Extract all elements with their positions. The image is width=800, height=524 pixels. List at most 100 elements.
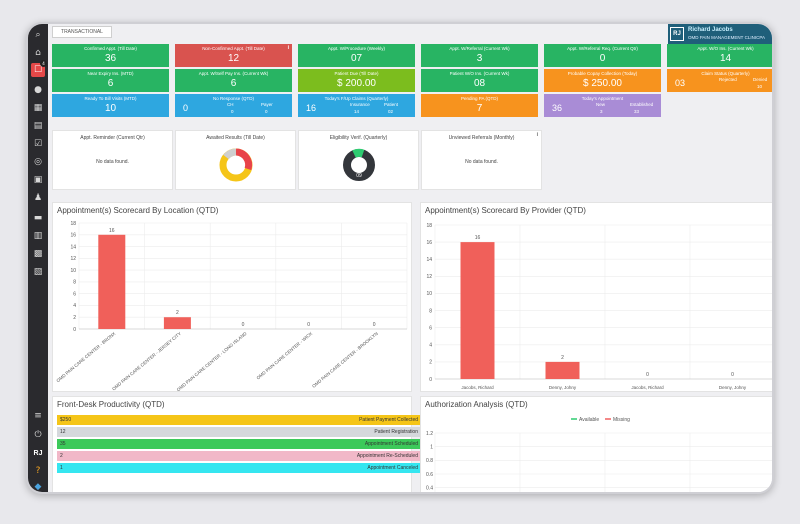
user-name: Richard Jacobs: [688, 27, 733, 33]
tab-transactional[interactable]: TRANSACTIONAL: [52, 26, 112, 38]
tile-title: Confirmed Appt. (Till Date): [84, 46, 137, 51]
y-tick-label: 4: [429, 343, 432, 349]
eligibility-donut: 01 09: [343, 148, 375, 181]
building-icon[interactable]: ▩: [33, 249, 43, 259]
panel-authorization: Authorization Analysis (QTD) 0.4 0.6 0.8 1 1…: [420, 396, 772, 492]
kpi-tile[interactable]: Near Expiry Ins. (MTD) 6: [52, 69, 169, 92]
y-tick-label: 14: [426, 257, 432, 263]
tile-split-label: Established: [630, 102, 654, 107]
y-tick-label: 12: [70, 256, 76, 262]
kpi-tile[interactable]: Appt. W/Self Pay Ins. (Current Wk) 6: [175, 69, 292, 92]
category-label: Denny, Johny: [549, 385, 577, 390]
tile-title: Pending PA (QTD): [461, 96, 498, 101]
y-tick-label: 0.4: [426, 485, 433, 491]
home-icon[interactable]: ⌂: [35, 48, 41, 58]
card-eligibility-verif[interactable]: Eligibility Verif. (Quarterly) 01 09: [298, 130, 419, 190]
tile-title: Today's Appointment: [581, 96, 624, 101]
kpi-tile[interactable]: Today's F/Up Claims (Quarterly) 16 Insuran…: [298, 94, 415, 117]
search-icon[interactable]: ⌕: [35, 30, 41, 40]
tile-split-label: Payer: [261, 102, 273, 107]
kpi-tile[interactable]: Confirmed Appt. (Till Date) 36: [52, 44, 169, 67]
menu-icon[interactable]: ≡: [34, 411, 42, 421]
info-icon[interactable]: i: [536, 132, 538, 138]
data-label: 0: [373, 322, 376, 328]
legend-label: Missing: [613, 417, 630, 423]
kpi-tile[interactable]: Patient Due (Till Date) $ 200.00: [298, 69, 415, 92]
card-icon[interactable]: ▬: [33, 213, 43, 223]
location-bar-chart: 0 2 4 6 8 10 12 14 16 18 16 OMD PAIN CARE CENTER - …: [55, 221, 408, 392]
tile-split-label: CH: [227, 102, 234, 107]
sidebar-user-initials[interactable]: RJ: [33, 450, 43, 457]
kpi-tile[interactable]: No Response (QTD) 0 CH 0 Payer 0: [175, 94, 292, 117]
y-tick-label: 18: [70, 221, 76, 227]
dollar-icon[interactable]: ◎: [34, 157, 42, 167]
panel-title: Front-Desk Productivity (QTD): [57, 400, 165, 409]
bar: [460, 242, 495, 379]
checklist-icon[interactable]: ☑: [33, 139, 43, 149]
frontdesk-label: Appointment Canceled: [367, 465, 418, 471]
info-icon[interactable]: i: [287, 45, 289, 51]
y-tick-label: 6: [429, 325, 432, 331]
tile-value: 16: [306, 103, 317, 113]
y-tick-label: 10: [70, 268, 76, 274]
tile-title: Patient Due (Till Date): [334, 71, 379, 76]
power-icon[interactable]: ⏻: [34, 430, 42, 440]
user-avatar: RJ: [670, 27, 684, 41]
y-tick-label: 0.8: [426, 458, 433, 464]
calendar-alert-icon[interactable]: ☐ 4: [31, 60, 47, 77]
bar: [545, 361, 580, 379]
y-tick-label: 0.6: [426, 472, 433, 478]
data-label: 16: [109, 228, 115, 234]
card-appt-reminder[interactable]: Appt. Reminder (Current Qtr) No data fou…: [52, 130, 173, 190]
frontdesk-row[interactable]: $250 Patient Payment Collected: [57, 415, 421, 425]
calendar-icon[interactable]: ▦: [33, 103, 43, 113]
y-tick-label: 16: [70, 233, 76, 239]
panel-title: Authorization Analysis (QTD): [425, 400, 528, 409]
y-tick-label: 1: [430, 444, 433, 450]
y-tick-label: 18: [426, 223, 432, 229]
category-label: OMD PAIN CARE CENTER - BRONX: [55, 331, 116, 383]
frontdesk-row[interactable]: 12 Patient Registration: [57, 427, 421, 437]
tile-split-value: 0: [231, 109, 234, 114]
book-icon[interactable]: ▧: [33, 267, 43, 277]
kpi-tile[interactable]: Ready To Bill Visits (MTD) 10: [52, 94, 169, 117]
user-profile[interactable]: RJ Richard Jacobs OMD PAIN MANAGEMENT CL…: [668, 24, 772, 44]
chat-icon[interactable]: ▣: [33, 175, 43, 185]
kpi-tile[interactable]: Patient W/O Ins. (Current Wk) 08: [421, 69, 538, 92]
file-icon[interactable]: ▥: [33, 231, 43, 241]
frontdesk-row[interactable]: 1 Appointment Canceled: [57, 463, 421, 473]
tile-title: Appt. W/Self Pay Ins. (Current Wk): [198, 71, 269, 76]
logo-icon: ◆: [34, 482, 42, 492]
frontdesk-row[interactable]: 2 Appointment Re-Scheduled: [57, 451, 421, 461]
y-tick-label: 8: [73, 280, 76, 286]
tile-title: Near Expiry Ins. (MTD): [87, 71, 134, 76]
tile-title: No Response (QTD): [212, 96, 254, 101]
kpi-tile[interactable]: Appt. W/Referral Req. (Current Qtr) 0: [544, 44, 661, 67]
user-icon[interactable]: ●: [34, 85, 42, 95]
kpi-tile[interactable]: Pending PA (QTD) 7: [421, 94, 538, 117]
kpi-tile[interactable]: Non-Confirmed Appt. (Till Date) 12 i: [175, 44, 292, 67]
document-icon[interactable]: ▤: [33, 121, 43, 131]
user-tie-icon[interactable]: ♟: [33, 193, 43, 203]
panel-title: Appointment(s) Scorecard By Location (QT…: [57, 206, 219, 215]
panel-location-scorecard: Appointment(s) Scorecard By Location (QT…: [52, 202, 412, 392]
panel-frontdesk: Front-Desk Productivity (QTD) $250 Patien…: [52, 396, 421, 492]
tile-title: Appt. W/Referral (Current Wk): [449, 46, 510, 51]
kpi-tile[interactable]: Appt. W/Procedure (Weekly) 07: [298, 44, 415, 67]
card-awaited-results[interactable]: Awaited Results (Till Date): [175, 130, 296, 190]
kpi-tile[interactable]: Appt. W/Referral (Current Wk) 3: [421, 44, 538, 67]
kpi-tile[interactable]: Claim Status (Quarterly) 03 Rejected Denied…: [667, 69, 772, 92]
card-title: Awaited Results (Till Date): [206, 135, 265, 141]
kpi-tile[interactable]: Probable Copay Collection (Today) $ 250.0…: [544, 69, 661, 92]
data-label: 0: [307, 322, 310, 328]
frontdesk-row[interactable]: 35 Appointment Scheduled: [57, 439, 421, 449]
y-tick-label: 0: [73, 327, 76, 333]
kpi-tile[interactable]: Today's Appointment 36 New 3 Established 33: [544, 94, 661, 117]
y-tick-label: 2: [73, 315, 76, 321]
tile-title: Patient W/O Ins. (Current Wk): [449, 71, 510, 76]
card-unviewed-referrals[interactable]: Unviewed Referrals (Monthly) i No data f…: [421, 130, 542, 190]
legend-label: Available: [579, 417, 599, 423]
help-icon[interactable]: ?: [35, 466, 41, 476]
kpi-tile[interactable]: Appt. W/O Ins. (Current Wk) 14: [667, 44, 772, 67]
y-tick-label: 1.2: [426, 431, 433, 437]
